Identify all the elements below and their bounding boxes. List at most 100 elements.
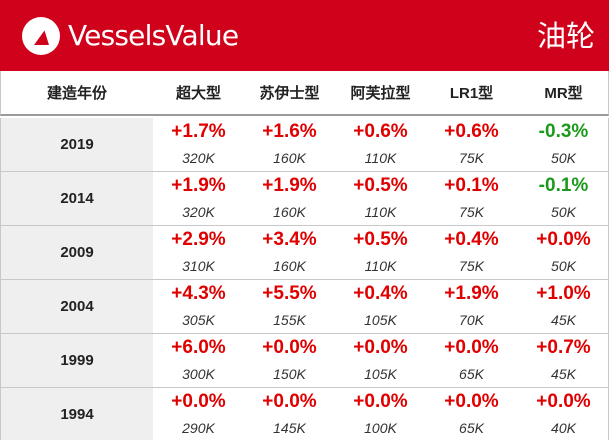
value-change: +0.0% <box>353 337 408 358</box>
value-change: +0.0% <box>536 391 591 412</box>
vessel-size: 160K <box>273 150 306 166</box>
column-header-aframax: 阿芙拉型 <box>350 85 411 102</box>
value-cell: +0.4% 105K <box>335 280 426 333</box>
vessel-size: 105K <box>364 366 397 382</box>
vessel-size: 110K <box>364 204 397 220</box>
value-change: +0.4% <box>444 229 499 250</box>
app-header: VesselsValue 油轮 <box>0 0 609 71</box>
value-change: +0.6% <box>353 121 408 142</box>
vessel-size: 75K <box>459 150 484 166</box>
value-cell: +0.0% 100K <box>335 388 426 440</box>
value-cell: +0.0% 105K <box>335 334 426 387</box>
value-change: +1.9% <box>444 283 499 304</box>
build-year-cell: 2014 <box>1 172 153 225</box>
value-cell: +5.5% 155K <box>244 280 335 333</box>
vessel-size: 65K <box>459 366 484 382</box>
value-cell: +4.3% 305K <box>153 280 244 333</box>
value-cell: +3.4% 160K <box>244 226 335 279</box>
value-cell: +1.0% 45K <box>517 280 609 333</box>
vessel-size: 45K <box>551 312 576 328</box>
column-header-vlcc: 超大型 <box>175 85 221 102</box>
triangle-logo-icon <box>22 17 60 55</box>
vessel-size: 155K <box>273 312 306 328</box>
column-header-lr1: LR1型 <box>449 85 494 102</box>
table-row: 2019 +1.7% 320K +1.6% 160K +0.6% 110K +0.6% 75K -… <box>0 118 609 172</box>
table-header: 建造年份 超大型 苏伊士型 阿芙拉型 LR1型 MR型 <box>0 71 609 116</box>
vessel-size: 320K <box>182 204 215 220</box>
value-change: +0.6% <box>444 121 499 142</box>
value-change: +0.0% <box>262 337 317 358</box>
value-change: +0.0% <box>353 391 408 412</box>
vessel-size: 310K <box>182 258 215 274</box>
value-cell: +0.6% 75K <box>426 118 517 171</box>
vessel-size: 150K <box>273 366 306 382</box>
value-change: +4.3% <box>171 283 226 304</box>
table-row: 1994 +0.0% 290K +0.0% 145K +0.0% 100K +0.0% 65K +… <box>0 388 609 440</box>
column-header-mr: MR型 <box>544 85 583 102</box>
vessel-size: 305K <box>182 312 215 328</box>
vessel-size: 110K <box>364 258 397 274</box>
table-row: 1999 +6.0% 300K +0.0% 150K +0.0% 105K +0.0% 65K +… <box>0 334 609 388</box>
value-change: +0.0% <box>536 229 591 250</box>
vessel-size: 50K <box>551 150 576 166</box>
value-change: +0.4% <box>353 283 408 304</box>
value-cell: +1.9% 320K <box>153 172 244 225</box>
vessel-size: 290K <box>182 420 215 436</box>
value-cell: +2.9% 310K <box>153 226 244 279</box>
value-cell: +0.1% 75K <box>426 172 517 225</box>
value-change: +3.4% <box>262 229 317 250</box>
vessel-size: 160K <box>273 204 306 220</box>
table-row: 2004 +4.3% 305K +5.5% 155K +0.4% 105K +1.9% 70K +… <box>0 280 609 334</box>
table-row: 2014 +1.9% 320K +1.9% 160K +0.5% 110K +0.1% 75K -… <box>0 172 609 226</box>
value-cell: +0.7% 45K <box>517 334 609 387</box>
value-cell: +1.9% 160K <box>244 172 335 225</box>
value-change: +0.5% <box>353 175 408 196</box>
value-cell: +0.0% 145K <box>244 388 335 440</box>
value-change: +2.9% <box>171 229 226 250</box>
value-change: +5.5% <box>262 283 317 304</box>
build-year-cell: 2009 <box>1 226 153 279</box>
vessel-size: 160K <box>273 258 306 274</box>
value-cell: -0.1% 50K <box>517 172 609 225</box>
build-year-cell: 1994 <box>1 388 153 440</box>
vessel-size: 110K <box>364 150 397 166</box>
value-change: +0.1% <box>444 175 499 196</box>
value-change: +1.9% <box>171 175 226 196</box>
value-cell: +0.5% 110K <box>335 226 426 279</box>
column-header-year: 建造年份 <box>46 85 107 102</box>
value-cell: +1.7% 320K <box>153 118 244 171</box>
value-cell: +1.9% 70K <box>426 280 517 333</box>
vessel-size: 50K <box>551 204 576 220</box>
value-change: +0.5% <box>353 229 408 250</box>
vessel-size: 45K <box>551 366 576 382</box>
vessel-size: 75K <box>459 204 484 220</box>
value-cell: +0.0% 150K <box>244 334 335 387</box>
value-change: -0.3% <box>538 121 589 142</box>
brand-name: VesselsValue <box>68 19 239 52</box>
value-cell: +0.6% 110K <box>335 118 426 171</box>
vessel-size: 145K <box>273 420 306 436</box>
value-change: -0.1% <box>538 175 589 196</box>
vessel-size: 105K <box>364 312 397 328</box>
vessel-size: 65K <box>459 420 484 436</box>
value-change: +0.0% <box>444 391 499 412</box>
page-title: 油轮 <box>536 19 595 53</box>
build-year-cell: 1999 <box>1 334 153 387</box>
vessel-size: 70K <box>459 312 484 328</box>
value-cell: +0.0% 65K <box>426 334 517 387</box>
value-change: +1.0% <box>536 283 591 304</box>
value-change: +0.0% <box>444 337 499 358</box>
value-cell: +0.0% 40K <box>517 388 609 440</box>
value-cell: +0.5% 110K <box>335 172 426 225</box>
value-cell: +0.0% 65K <box>426 388 517 440</box>
build-year-cell: 2004 <box>1 280 153 333</box>
value-change: +0.0% <box>171 391 226 412</box>
value-cell: +1.6% 160K <box>244 118 335 171</box>
vessel-size: 40K <box>551 420 576 436</box>
value-change: +1.6% <box>262 121 317 142</box>
vessel-size: 75K <box>459 258 484 274</box>
vessel-size: 50K <box>551 258 576 274</box>
vessel-size: 100K <box>364 420 397 436</box>
value-change: +1.7% <box>171 121 226 142</box>
value-cell: +0.4% 75K <box>426 226 517 279</box>
